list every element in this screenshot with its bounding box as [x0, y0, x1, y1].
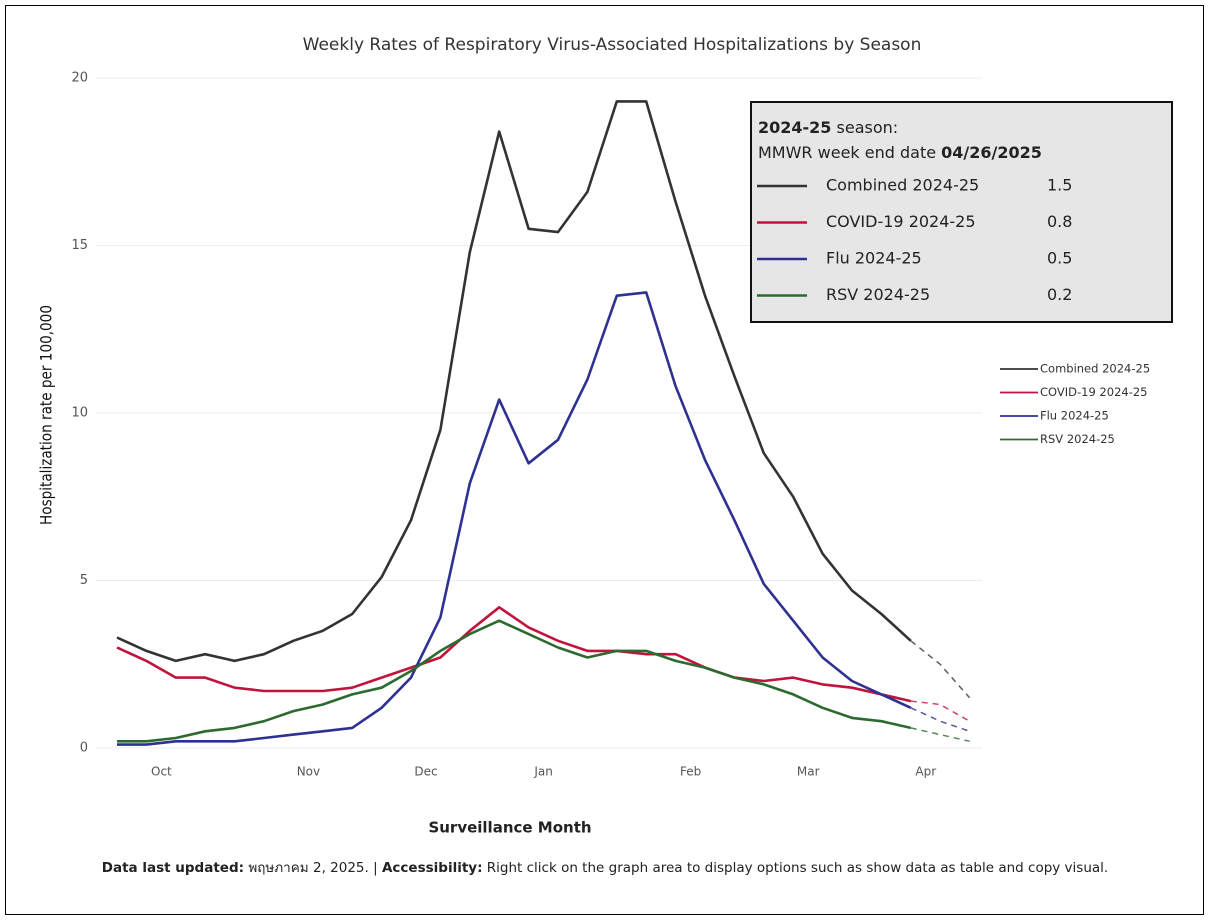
- legend-label: RSV 2024-25: [1040, 432, 1115, 446]
- frame: [5, 5, 1204, 915]
- series-line-dashed: [910, 727, 970, 743]
- y-tick-label: 5: [80, 573, 88, 588]
- date-label: MMWR week end date: [758, 143, 936, 162]
- x-tick-label: Apr: [915, 765, 936, 779]
- series-line-dashed: [910, 640, 971, 699]
- footer: Data last updated: พฤษภาคม 2, 2025. | Ac…: [40, 858, 1170, 879]
- series-line-dashed: [910, 707, 970, 733]
- y-tick-label: 10: [71, 406, 88, 421]
- tooltip-name: Flu 2024-25: [826, 249, 922, 268]
- y-tick-label: 15: [71, 238, 88, 253]
- accessibility: Right click on the graph area to display…: [486, 860, 1109, 876]
- season: 2024-25: [758, 118, 831, 137]
- series-line: [116, 100, 912, 663]
- legend-label: COVID-19 2024-25: [1040, 385, 1147, 399]
- series-line: [116, 606, 912, 703]
- tooltip-value: 1.5: [1047, 176, 1072, 195]
- legend-label: Combined 2024-25: [1040, 362, 1150, 376]
- series-line-dashed: [910, 700, 970, 722]
- tooltip-value: 0.8: [1047, 212, 1072, 231]
- legend-label: Flu 2024-25: [1040, 409, 1109, 423]
- chart-title: Weekly Rates of Respiratory Virus-Associ…: [303, 35, 922, 55]
- x-axis-label: Surveillance Month: [428, 819, 591, 837]
- separator: |: [373, 860, 378, 876]
- tooltip-name: Combined 2024-25: [826, 176, 979, 195]
- y-axis-label: Hospitalization rate per 100,000: [37, 305, 55, 525]
- tooltip-value: 0.5: [1047, 249, 1072, 268]
- x-tick-label: Jan: [533, 765, 553, 779]
- series-line: [117, 291, 912, 746]
- series-line: [117, 619, 912, 743]
- x-tick-label: Dec: [414, 765, 437, 779]
- updated-label: Data last updated:: [101, 860, 245, 876]
- x-tick-label: Oct: [151, 765, 172, 779]
- accessibility-label: Accessibility:: [381, 860, 483, 876]
- updated: พฤษภาคม 2, 2025.: [248, 860, 369, 876]
- x-tick-label: Mar: [797, 765, 820, 779]
- tooltip-season: 2024-25 season:: [758, 118, 898, 137]
- season-suffix: season:: [837, 118, 899, 137]
- y-tick-label: 0: [80, 741, 88, 756]
- tooltip-name: COVID-19 2024-25: [826, 212, 976, 231]
- tooltip: 2024-25 season: MMWR week end date 04/26…: [750, 101, 1173, 323]
- x-tick-label: Nov: [297, 765, 320, 779]
- x-tick-label: Feb: [680, 765, 701, 779]
- date: 04/26/2025: [941, 143, 1042, 162]
- tooltip-box: [750, 101, 1173, 323]
- tooltip-name: RSV 2024-25: [826, 285, 930, 304]
- y-tick-label: 20: [71, 71, 88, 86]
- tooltip-value: 0.2: [1047, 285, 1072, 304]
- tooltip-date: MMWR week end date 04/26/2025: [758, 143, 1042, 162]
